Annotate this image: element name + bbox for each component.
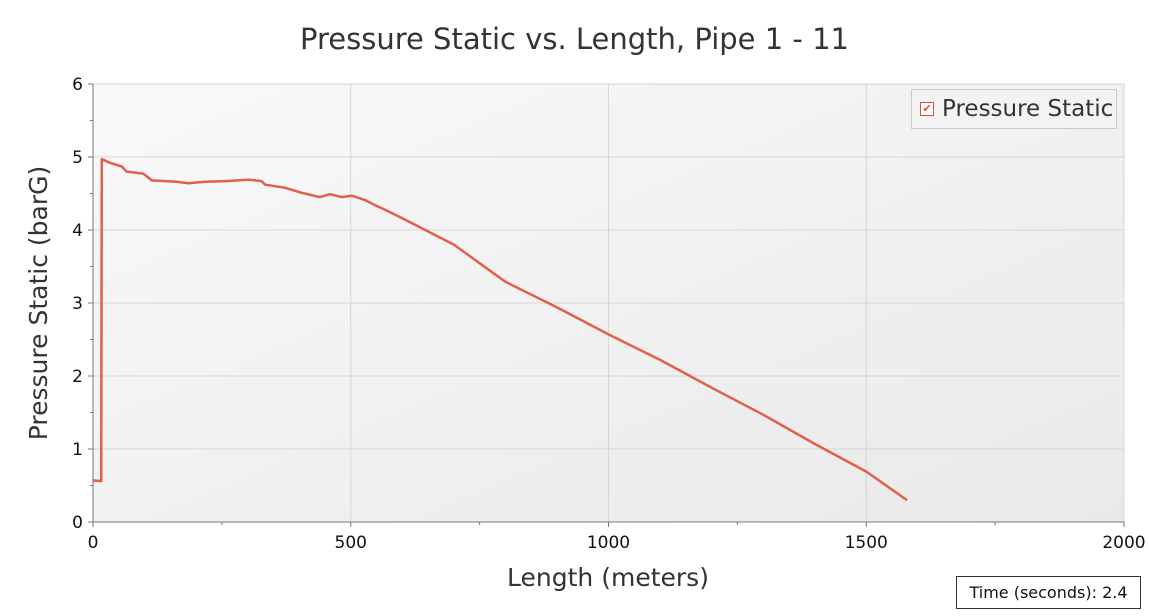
legend-label: Pressure Static bbox=[942, 96, 1114, 122]
x-axis-label: Length (meters) bbox=[507, 563, 709, 592]
chart-title: Pressure Static vs. Length, Pipe 1 - 11 bbox=[300, 22, 849, 56]
legend: ✔ Pressure Static bbox=[911, 89, 1117, 129]
y-axis-label: Pressure Static (barG) bbox=[24, 166, 53, 440]
y-tick-label: 2 bbox=[72, 367, 83, 387]
x-tick-label: 500 bbox=[335, 533, 367, 553]
y-tick-label: 0 bbox=[72, 513, 83, 533]
time-readout: Time (seconds): 2.4 bbox=[956, 576, 1141, 609]
y-tick-label: 4 bbox=[72, 221, 83, 241]
x-tick-label: 1000 bbox=[587, 533, 630, 553]
y-tick-label: 3 bbox=[72, 294, 83, 314]
y-tick-label: 5 bbox=[72, 148, 83, 168]
x-tick-label: 0 bbox=[88, 533, 99, 553]
x-tick-label: 2000 bbox=[1102, 533, 1145, 553]
y-tick-label: 1 bbox=[72, 440, 83, 460]
y-tick-label: 6 bbox=[72, 75, 83, 95]
x-tick-label: 1500 bbox=[845, 533, 888, 553]
series-line-pressure-static bbox=[92, 157, 908, 502]
legend-checkbox[interactable]: ✔ bbox=[920, 102, 934, 116]
